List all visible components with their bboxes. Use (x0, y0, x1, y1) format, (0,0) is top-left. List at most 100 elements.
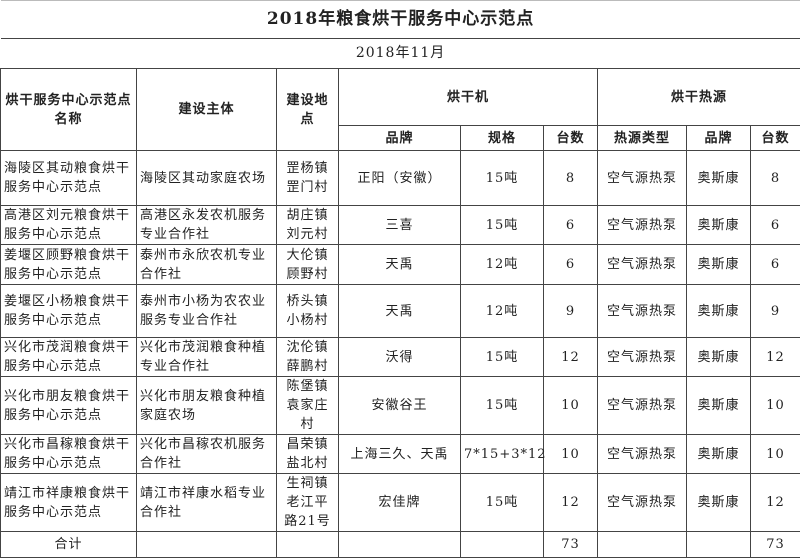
cell-spec: 7*15+3*12 (461, 435, 544, 474)
cell-owner: 兴化市茂润粮食种植专业合作社 (137, 338, 277, 377)
cell-brand: 天禹 (339, 285, 461, 338)
cell-name: 兴化市昌稼粮食烘干服务中心示范点 (1, 435, 137, 474)
header-owner: 建设主体 (137, 69, 277, 151)
total-heat-count: 73 (751, 532, 800, 558)
cell-heat-brand: 奥斯康 (687, 474, 751, 532)
cell-name: 姜堰区顾野粮食烘干服务中心示范点 (1, 245, 137, 285)
cell-location: 沈伦镇薛鹏村 (277, 338, 339, 377)
cell-heat-type: 空气源热泵 (598, 245, 687, 285)
cell-heat-brand: 奥斯康 (687, 151, 751, 206)
cell-heat-type: 空气源热泵 (598, 377, 687, 435)
cell-heat-type: 空气源热泵 (598, 285, 687, 338)
cell-owner: 泰州市小杨为农农业服务专业合作社 (137, 285, 277, 338)
cell-heat-count: 6 (751, 206, 800, 245)
cell-spec: 12吨 (461, 285, 544, 338)
cell-name: 姜堰区小杨粮食烘干服务中心示范点 (1, 285, 137, 338)
table-title: 2018年粮食烘干服务中心示范点 (1, 1, 800, 39)
cell-count: 9 (544, 285, 598, 338)
cell-owner: 海陵区其动家庭农场 (137, 151, 277, 206)
cell-spec: 15吨 (461, 474, 544, 532)
empty-cell (598, 532, 687, 558)
empty-cell (137, 532, 277, 558)
cell-heat-brand: 奥斯康 (687, 377, 751, 435)
cell-owner: 高港区永发农机服务专业合作社 (137, 206, 277, 245)
cell-name: 高港区刘元粮食烘干服务中心示范点 (1, 206, 137, 245)
cell-owner: 兴化市朋友粮食种植家庭农场 (137, 377, 277, 435)
empty-cell (339, 532, 461, 558)
header-heat-brand: 品牌 (687, 126, 751, 151)
cell-heat-brand: 奥斯康 (687, 338, 751, 377)
cell-location: 大伦镇顾野村 (277, 245, 339, 285)
cell-count: 12 (544, 338, 598, 377)
cell-heat-type: 空气源热泵 (598, 338, 687, 377)
cell-heat-count: 9 (751, 285, 800, 338)
cell-brand: 天禹 (339, 245, 461, 285)
cell-heat-count: 12 (751, 338, 800, 377)
cell-heat-count: 12 (751, 474, 800, 532)
cell-count: 10 (544, 377, 598, 435)
header-heat-count: 台数 (751, 126, 800, 151)
cell-brand: 三喜 (339, 206, 461, 245)
cell-count: 10 (544, 435, 598, 474)
table-row: 海陵区其动粮食烘干服务中心示范点海陵区其动家庭农场罡杨镇罡门村正阳（安徽）15吨… (1, 151, 800, 206)
cell-count: 6 (544, 245, 598, 285)
cell-heat-type: 空气源热泵 (598, 474, 687, 532)
cell-location: 桥头镇小杨村 (277, 285, 339, 338)
table-row: 靖江市祥康粮食烘干服务中心示范点靖江市祥康水稻专业合作社生祠镇老江平路21号宏佳… (1, 474, 800, 532)
empty-cell (687, 532, 751, 558)
header-name: 烘干服务中心示范点名称 (1, 69, 137, 151)
header-heat: 烘干热源 (598, 69, 800, 126)
cell-brand: 上海三久、天禹 (339, 435, 461, 474)
cell-heat-count: 8 (751, 151, 800, 206)
cell-heat-count: 6 (751, 245, 800, 285)
cell-brand: 正阳（安徽） (339, 151, 461, 206)
empty-cell (461, 532, 544, 558)
cell-name: 靖江市祥康粮食烘干服务中心示范点 (1, 474, 137, 532)
table-date: 2018年11月 (1, 39, 800, 69)
cell-spec: 15吨 (461, 206, 544, 245)
cell-location: 胡庄镇刘元村 (277, 206, 339, 245)
header-heat-type: 热源类型 (598, 126, 687, 151)
cell-heat-brand: 奥斯康 (687, 206, 751, 245)
cell-heat-type: 空气源热泵 (598, 151, 687, 206)
cell-heat-type: 空气源热泵 (598, 435, 687, 474)
total-label: 合计 (1, 532, 137, 558)
cell-location: 罡杨镇罡门村 (277, 151, 339, 206)
cell-spec: 15吨 (461, 377, 544, 435)
cell-location: 生祠镇老江平路21号 (277, 474, 339, 532)
cell-spec: 15吨 (461, 151, 544, 206)
cell-name: 兴化市茂润粮食烘干服务中心示范点 (1, 338, 137, 377)
cell-count: 6 (544, 206, 598, 245)
cell-heat-type: 空气源热泵 (598, 206, 687, 245)
cell-heat-count: 10 (751, 435, 800, 474)
cell-location: 陈堡镇袁家庄村 (277, 377, 339, 435)
cell-count: 12 (544, 474, 598, 532)
cell-heat-brand: 奥斯康 (687, 435, 751, 474)
total-dryer-count: 73 (544, 532, 598, 558)
cell-spec: 12吨 (461, 245, 544, 285)
cell-heat-brand: 奥斯康 (687, 285, 751, 338)
cell-name: 兴化市朋友粮食烘干服务中心示范点 (1, 377, 137, 435)
header-dryer-count: 台数 (544, 126, 598, 151)
header-dryer-spec: 规格 (461, 126, 544, 151)
header-location: 建设地点 (277, 69, 339, 151)
header-dryer-brand: 品牌 (339, 126, 461, 151)
cell-name: 海陵区其动粮食烘干服务中心示范点 (1, 151, 137, 206)
table-row: 兴化市昌稼粮食烘干服务中心示范点兴化市昌稼农机服务合作社昌荣镇盐北村上海三久、天… (1, 435, 800, 474)
header-dryer: 烘干机 (339, 69, 598, 126)
cell-spec: 15吨 (461, 338, 544, 377)
cell-count: 8 (544, 151, 598, 206)
table-row: 兴化市朋友粮食烘干服务中心示范点兴化市朋友粮食种植家庭农场陈堡镇袁家庄村安徽谷王… (1, 377, 800, 435)
cell-owner: 兴化市昌稼农机服务合作社 (137, 435, 277, 474)
cell-heat-count: 10 (751, 377, 800, 435)
cell-brand: 宏佳牌 (339, 474, 461, 532)
cell-heat-brand: 奥斯康 (687, 245, 751, 285)
table-row: 姜堰区小杨粮食烘干服务中心示范点泰州市小杨为农农业服务专业合作社桥头镇小杨村天禹… (1, 285, 800, 338)
cell-owner: 泰州市永欣农机专业合作社 (137, 245, 277, 285)
empty-cell (277, 532, 339, 558)
cell-location: 昌荣镇盐北村 (277, 435, 339, 474)
